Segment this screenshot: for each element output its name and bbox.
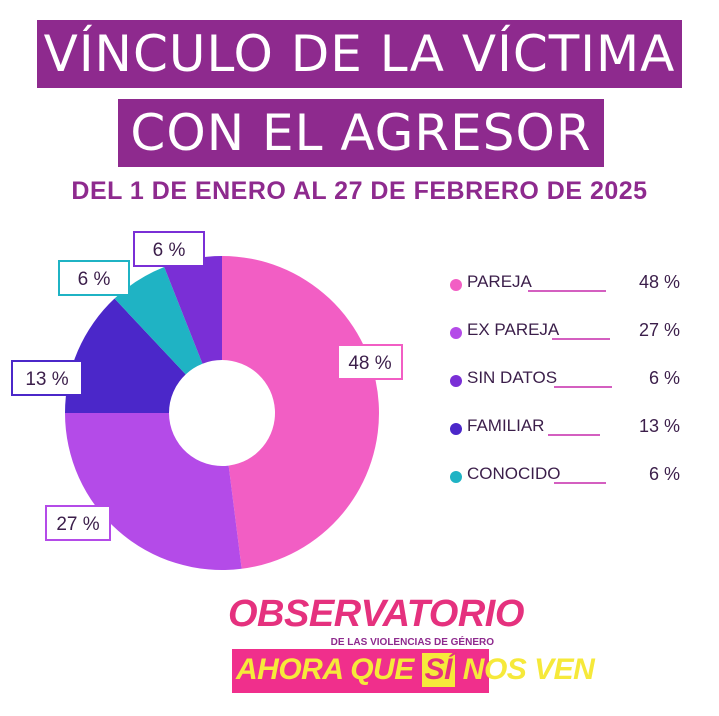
legend-label: FAMILIAR bbox=[467, 416, 545, 435]
legend-item-ex-pareja: EX PAREJA 27 % bbox=[450, 318, 690, 348]
legend-item-pareja: PAREJA 48 % bbox=[450, 270, 690, 300]
logo-slogan-b: SÍ bbox=[421, 653, 455, 687]
legend-label: CONOCIDO bbox=[467, 464, 561, 483]
logo-slogan-a: AHORA QUE bbox=[236, 653, 414, 686]
logo-slogan: AHORA QUE SÍ NOS VEN bbox=[236, 653, 595, 687]
slice-familiar bbox=[65, 298, 186, 413]
svg-text:13 %: 13 % bbox=[25, 369, 68, 390]
value-label-sin-datos: 6 % bbox=[133, 231, 205, 267]
legend-item-conocido: CONOCIDO 6 % bbox=[450, 462, 690, 492]
logo-subtitle: DE LAS VIOLENCIAS DE GÉNERO bbox=[330, 637, 494, 648]
legend-item-familiar: FAMILIAR 13 % bbox=[450, 414, 690, 444]
svg-text:27 %: 27 % bbox=[56, 514, 99, 535]
legend-label: SIN DATOS bbox=[467, 368, 558, 387]
legend-label: PAREJA bbox=[467, 272, 532, 291]
title-line-2: CON EL AGRESOR bbox=[118, 99, 604, 167]
logo-title: OBSERVATORIO bbox=[228, 593, 524, 635]
legend-swatch bbox=[450, 423, 462, 435]
legend-leader-line bbox=[548, 434, 600, 436]
legend-value: 6 % bbox=[648, 464, 680, 484]
legend-leader-line bbox=[552, 338, 610, 340]
legend-leader-line bbox=[554, 482, 606, 484]
legend-value: 6 % bbox=[648, 368, 680, 388]
value-label-conocido: 6 % bbox=[58, 260, 130, 296]
value-label-familiar: 13 % bbox=[11, 360, 83, 396]
slice-conocido bbox=[114, 267, 203, 375]
value-label-pareja: 48 % bbox=[337, 344, 403, 380]
legend-swatch bbox=[450, 375, 462, 387]
slice-pareja bbox=[222, 256, 380, 569]
svg-text:6 %: 6 % bbox=[153, 240, 186, 261]
slice-sin-datos bbox=[164, 256, 222, 364]
donut-chart: 48 % 27 % 6 % 13 % 6 % bbox=[11, 231, 403, 570]
legend-item-sin-datos: SIN DATOS 6 % bbox=[450, 366, 690, 396]
subtitle: DEL 1 DE ENERO AL 27 DE FEBRERO DE 2025 bbox=[71, 177, 648, 205]
value-label-ex-pareja: 27 % bbox=[45, 505, 111, 541]
slice-ex-pareja bbox=[64, 413, 242, 570]
svg-text:6 %: 6 % bbox=[78, 269, 111, 290]
legend-leader-line bbox=[554, 386, 612, 388]
svg-text:48 %: 48 % bbox=[348, 353, 391, 374]
legend-swatch bbox=[450, 327, 462, 339]
observatorio-logo: OBSERVATORIO DE LAS VIOLENCIAS DE GÉNERO… bbox=[228, 593, 595, 701]
legend-label: EX PAREJA bbox=[467, 320, 560, 339]
logo-slogan-c: NOS VEN bbox=[462, 653, 595, 686]
title-line-1: VÍNCULO DE LA VÍCTIMA bbox=[37, 20, 682, 88]
legend-leader-line bbox=[528, 290, 606, 292]
legend-swatch bbox=[450, 471, 462, 483]
legend-swatch bbox=[450, 279, 462, 291]
legend-value: 27 % bbox=[638, 320, 680, 340]
legend-value: 48 % bbox=[638, 272, 680, 292]
legend-value: 13 % bbox=[638, 416, 680, 436]
